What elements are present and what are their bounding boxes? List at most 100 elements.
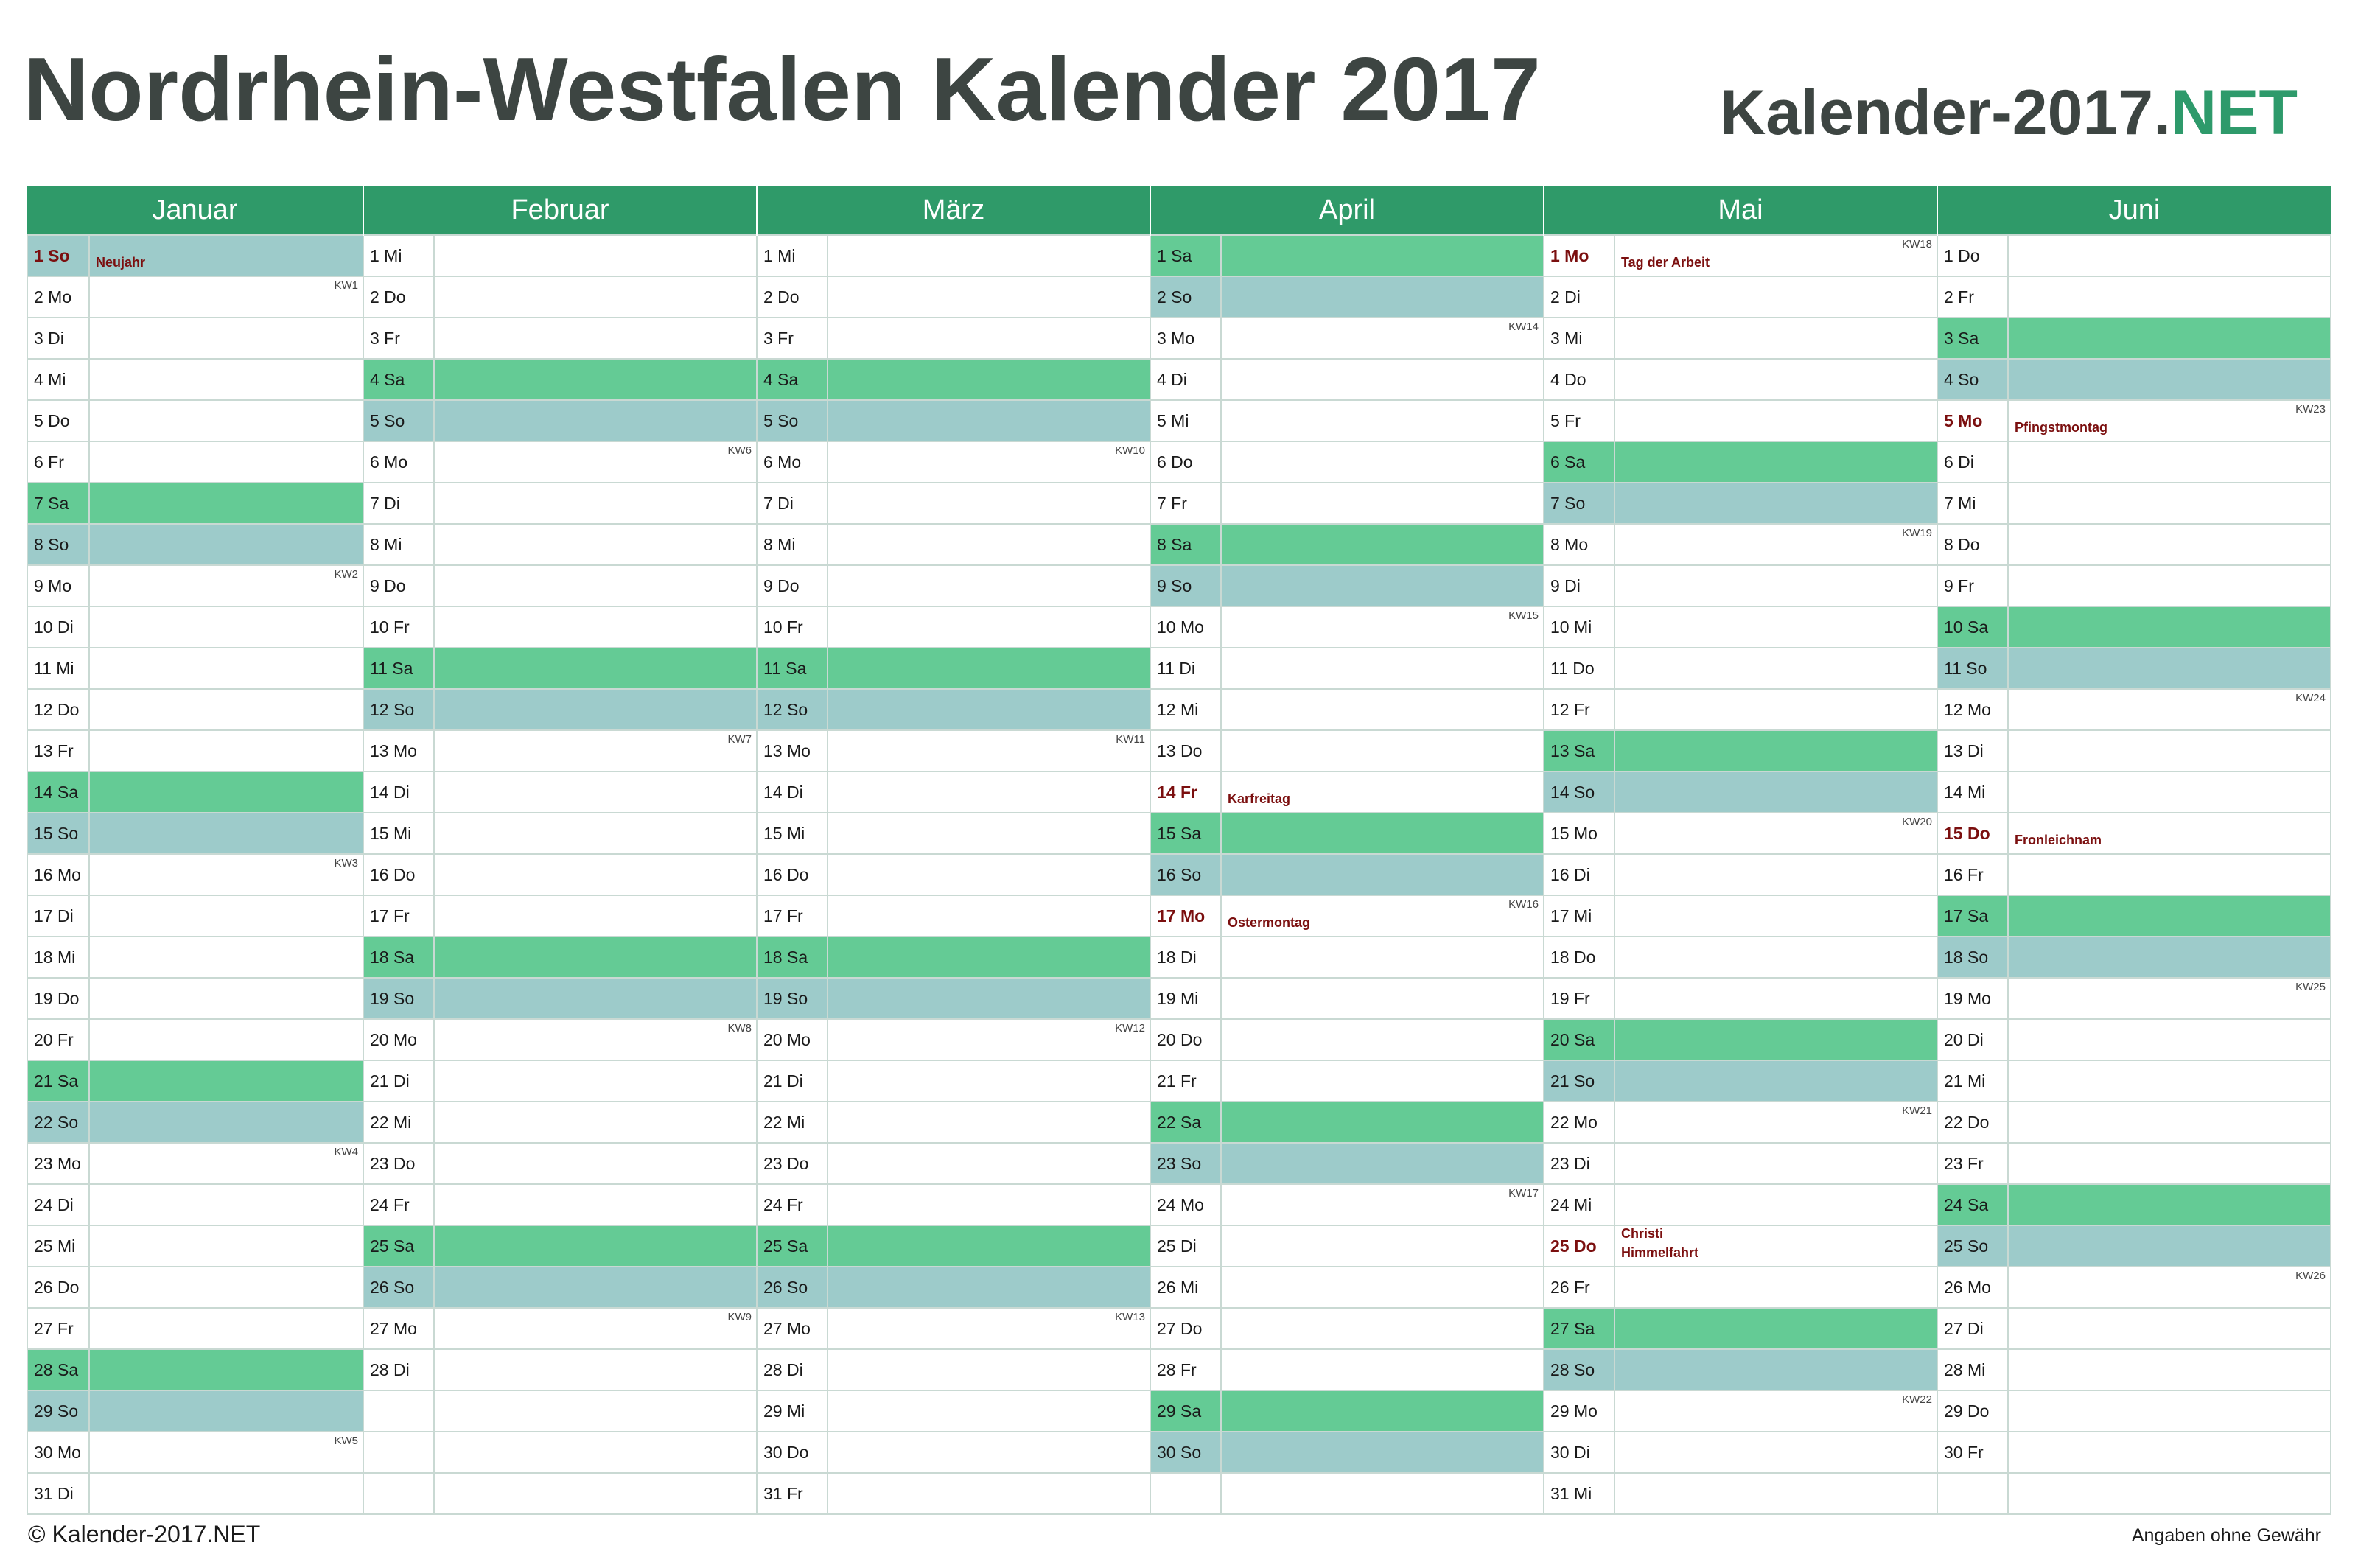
day-label: 7 Mi [1937, 482, 2009, 525]
day-note-cell [1614, 936, 1938, 979]
day-note-cell [433, 936, 758, 979]
day-label: 27 Fr [27, 1307, 90, 1350]
day-note-cell [1614, 441, 1938, 483]
day-label: 8 Mo [1543, 523, 1615, 566]
day-label: 24 Di [27, 1183, 90, 1226]
calendar-row: 21 Sa 21 Di 21 Di 21 Fr 21 So 21 Mi [27, 1060, 2331, 1102]
day-label: 17 Fr [363, 895, 435, 937]
day-label: 18 Di [1150, 936, 1222, 979]
day-label: 4 Di [1150, 358, 1222, 401]
day-label: 16 Di [1543, 853, 1615, 896]
day-label: 11 Sa [756, 647, 828, 690]
day-label: 16 Fr [1937, 853, 2009, 896]
day-note-cell [433, 771, 758, 813]
day-label: 21 Di [363, 1060, 435, 1102]
day-label: 15 Sa [1150, 812, 1222, 855]
day-note-cell: KW7 [433, 729, 758, 772]
day-note-cell: Christi Himmelfahrt [1614, 1225, 1938, 1267]
day-label: 23 Do [756, 1142, 828, 1185]
day-label: 28 Fr [1150, 1348, 1222, 1391]
day-note-cell: KW11 [827, 729, 1151, 772]
day-note-cell [1220, 1060, 1544, 1102]
day-label: 1 Mi [363, 234, 435, 277]
day-note-cell [433, 523, 758, 566]
calendar-row: 10 Di 10 Fr 10 Fr 10 Mo KW15 10 Mi 10 Sa [27, 606, 2331, 648]
day-label: 10 Fr [756, 606, 828, 648]
day-note-cell [433, 482, 758, 525]
day-note-cell [2007, 606, 2331, 648]
day-note-cell [1614, 977, 1938, 1020]
day-note-cell [433, 399, 758, 442]
day-label: 27 Mo [756, 1307, 828, 1350]
day-label: 11 Sa [363, 647, 435, 690]
calendar-row: 29 So 29 Mi 29 Sa 29 Mo KW22 29 Do [27, 1390, 2331, 1432]
day-note-cell [827, 895, 1151, 937]
day-note-cell [2007, 729, 2331, 772]
day-label: 9 Do [363, 564, 435, 607]
brand-suffix: NET [2171, 77, 2298, 148]
day-note-cell [88, 729, 364, 772]
day-note-cell [2007, 1101, 2331, 1144]
day-label: 29 Do [1937, 1390, 2009, 1432]
day-label: 6 Mo [363, 441, 435, 483]
week-number: KW9 [727, 1311, 752, 1323]
day-note-cell [88, 358, 364, 401]
day-label: 1 Mi [756, 234, 828, 277]
day-label: 2 Do [363, 276, 435, 318]
day-note-cell [433, 276, 758, 318]
day-label: 8 Mi [363, 523, 435, 566]
day-note-cell [1614, 1060, 1938, 1102]
week-number: KW10 [1115, 444, 1145, 457]
day-note-cell [88, 647, 364, 690]
day-label: 5 So [363, 399, 435, 442]
day-note-cell [1614, 1348, 1938, 1391]
day-label: 29 Mi [756, 1390, 828, 1432]
day-note-cell [827, 647, 1151, 690]
day-note-cell [433, 688, 758, 731]
day-note-cell [1614, 895, 1938, 937]
day-note-cell [433, 1142, 758, 1185]
disclaimer: Angaben ohne Gewähr [2131, 1525, 2321, 1546]
day-label: 4 Sa [363, 358, 435, 401]
day-label: 11 Do [1543, 647, 1615, 690]
day-label: 19 Mo [1937, 977, 2009, 1020]
empty-day-cell [1937, 1472, 2009, 1515]
holiday-name: Neujahr [96, 254, 146, 270]
day-label: 20 Fr [27, 1018, 90, 1061]
day-label: 15 Mo [1543, 812, 1615, 855]
holiday-name: Christi Himmelfahrt [1621, 1225, 1699, 1260]
day-label: 25 Sa [363, 1225, 435, 1267]
day-note-cell [1220, 399, 1544, 442]
day-note-cell [1220, 936, 1544, 979]
day-note-cell [827, 812, 1151, 855]
day-note-cell [1220, 688, 1544, 731]
week-number: KW17 [1508, 1187, 1539, 1200]
day-label: 22 Sa [1150, 1101, 1222, 1144]
week-number: KW13 [1115, 1311, 1145, 1323]
calendar-row: 26 Do 26 So 26 So 26 Mi 26 Fr 26 Mo KW26 [27, 1266, 2331, 1309]
day-label: 27 Mo [363, 1307, 435, 1350]
calendar-row: 3 Di 3 Fr 3 Fr 3 Mo KW14 3 Mi 3 Sa [27, 317, 2331, 360]
day-label: 4 Mi [27, 358, 90, 401]
day-label: 1 Mo [1543, 234, 1615, 277]
day-label: 6 Fr [27, 441, 90, 483]
day-label: 21 Fr [1150, 1060, 1222, 1102]
day-label: 25 Di [1150, 1225, 1222, 1267]
calendar-row: 19 Do 19 So 19 So 19 Mi 19 Fr 19 Mo KW25 [27, 977, 2331, 1020]
week-number: KW23 [2295, 403, 2326, 416]
day-label: 5 Fr [1543, 399, 1615, 442]
month-header: Januar [27, 186, 364, 235]
day-note-cell [1614, 1142, 1938, 1185]
brand-main: Kalender-2017. [1720, 77, 2171, 148]
week-number: KW7 [727, 733, 752, 746]
day-note-cell [2007, 358, 2331, 401]
day-label: 26 Fr [1543, 1266, 1615, 1309]
day-note-cell [433, 647, 758, 690]
calendar-row: 17 Di 17 Fr 17 Fr 17 Mo KW16 Ostermontag 17 Mi… [27, 895, 2331, 937]
day-note-cell [88, 606, 364, 648]
day-note-cell [1614, 1307, 1938, 1350]
day-note-cell [1220, 1390, 1544, 1432]
day-note-cell [433, 977, 758, 1020]
day-label: 2 Mo [27, 276, 90, 318]
day-note-cell [827, 358, 1151, 401]
